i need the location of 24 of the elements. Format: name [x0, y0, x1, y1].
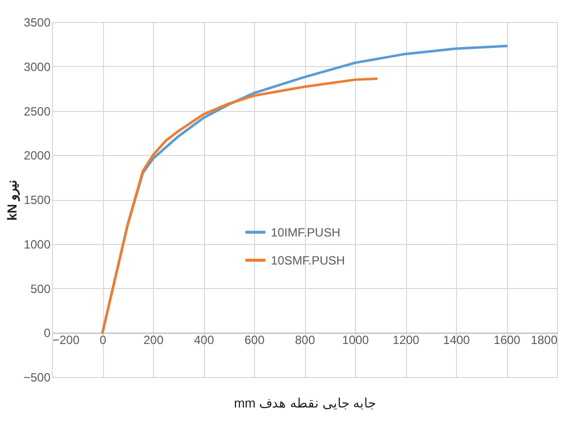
- line-series: [101, 78, 378, 334]
- legend-label: 10SMF.PUSH: [270, 253, 345, 268]
- y-tick-label: 3000: [24, 60, 51, 74]
- x-tick-label: 1800: [530, 333, 558, 348]
- x-tick-label: 600: [244, 333, 265, 348]
- x-tick-label: −200: [52, 333, 80, 348]
- x-tick-label: 1000: [342, 333, 370, 348]
- x-tick-label: 1600: [494, 333, 521, 348]
- y-tick-label: 1000: [24, 237, 51, 252]
- y-tick-label: 2500: [24, 104, 51, 118]
- y-tick-label: 500: [30, 282, 51, 296]
- x-tick-label: 800: [294, 333, 316, 348]
- y-axis-title: kN نیرو: [4, 179, 20, 221]
- x-tick-label: 0: [100, 333, 107, 348]
- x-tick-label: 1200: [392, 333, 420, 348]
- y-tick-label: 1500: [24, 193, 51, 207]
- x-tick-label: 1400: [443, 333, 470, 348]
- legend-label: 10IMF.PUSH: [270, 225, 340, 240]
- y-tick-label: 3500: [24, 16, 51, 30]
- y-tick-label: −500: [23, 370, 51, 384]
- x-tick-label: 400: [194, 333, 214, 348]
- x-axis-title: mm جابه جایی نقطه هدف: [234, 396, 376, 410]
- x-tick-label: 200: [143, 333, 164, 348]
- y-tick-label: 2000: [24, 148, 51, 163]
